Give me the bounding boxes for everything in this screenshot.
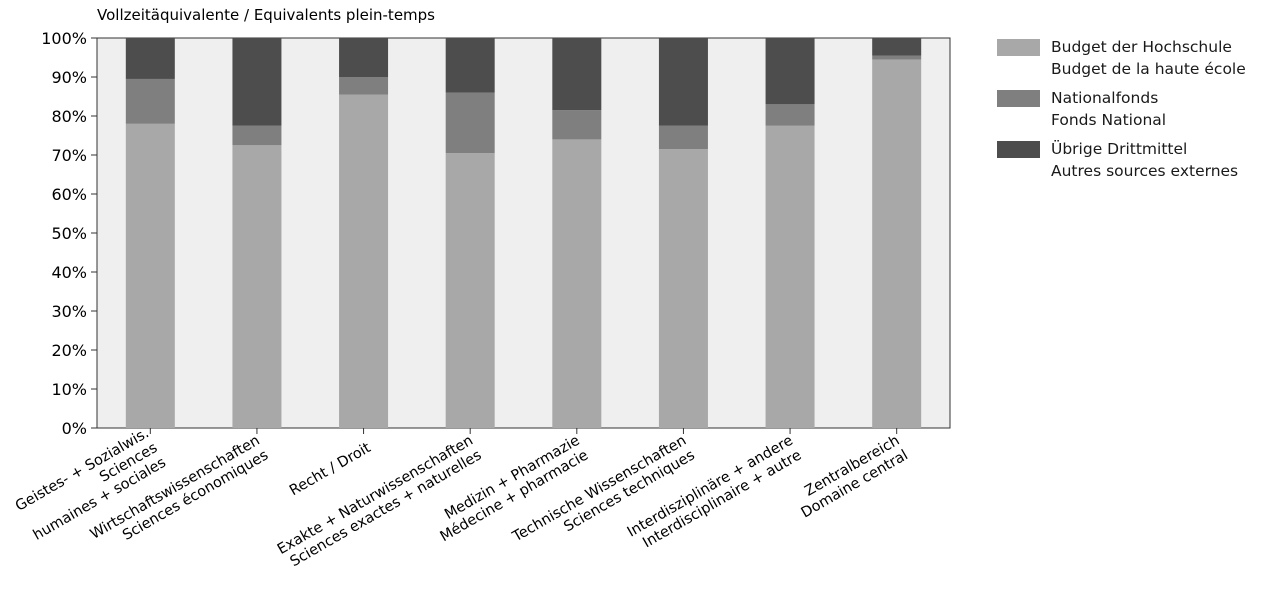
y-tick-label: 10% xyxy=(51,380,87,399)
bar-segment xyxy=(232,145,282,428)
bar-segment xyxy=(658,38,708,126)
y-axis-ticks: 0% 10% 20% 30% 40% 50% 60% 70% 80% 90% 100% xyxy=(41,29,97,438)
svg-text:Technische WissenschaftenScien: Technische WissenschaftenSciences techni… xyxy=(509,433,697,561)
y-axis-title: Vollzeitäquivalente / Equivalents plein-… xyxy=(97,6,435,24)
y-tick-label: 0% xyxy=(62,419,87,438)
bar-segment xyxy=(445,38,495,93)
bar-segment xyxy=(765,125,815,428)
bar-segment xyxy=(232,125,282,146)
y-tick-label: 30% xyxy=(51,302,87,321)
bar-segment xyxy=(765,104,815,126)
y-tick-label: 20% xyxy=(51,341,87,360)
svg-text:ZentralbereichDomaine central: ZentralbereichDomaine central xyxy=(790,433,911,522)
y-tick-label: 100% xyxy=(41,29,87,48)
x-category-label: Recht / Droit xyxy=(287,440,374,499)
bar-segment xyxy=(658,149,708,428)
y-tick-label: 40% xyxy=(51,263,87,282)
bar-segment xyxy=(765,38,815,105)
bar-segment xyxy=(125,78,175,124)
y-tick-label: 50% xyxy=(51,224,87,243)
bar-segment xyxy=(445,92,495,154)
bar-segment xyxy=(552,38,602,111)
bar-segment xyxy=(872,55,922,60)
bar-segment xyxy=(658,125,708,150)
bar-segment xyxy=(339,38,389,77)
y-tick-label: 80% xyxy=(51,107,87,126)
svg-text:Recht / Droit: Recht / Droit xyxy=(287,440,374,499)
legend-label: Nationalfonds Fonds National xyxy=(1051,89,1167,129)
bar-segment xyxy=(872,59,922,428)
x-category-label: Technische WissenschaftenSciences techni… xyxy=(509,433,697,561)
y-tick-label: 90% xyxy=(51,68,87,87)
plot-background xyxy=(96,37,951,429)
bar-segment xyxy=(872,38,922,56)
legend-label: Übrige Drittmittel Autres sources externe… xyxy=(1051,140,1239,180)
legend-label: Budget der Hochschule Budget de la haute … xyxy=(1051,38,1246,78)
bar-segment xyxy=(125,123,175,429)
y-tick-label: 60% xyxy=(51,185,87,204)
x-category-line: Recht / Droit xyxy=(287,440,374,499)
bar-segment xyxy=(445,153,495,429)
y-tick-label: 70% xyxy=(51,146,87,165)
plot-area xyxy=(96,37,951,429)
legend-swatch xyxy=(997,141,1040,158)
bar-segment xyxy=(339,77,389,95)
bar-segment xyxy=(552,139,602,428)
legend-swatch xyxy=(997,90,1040,107)
bars xyxy=(125,38,922,434)
bar-segment xyxy=(339,94,389,429)
legend-swatch xyxy=(997,39,1040,56)
bar-segment xyxy=(552,110,602,140)
x-category-label: ZentralbereichDomaine central xyxy=(790,433,911,522)
bar-segment xyxy=(125,38,175,79)
x-axis-category-labels: Geistes- + Sozialwis.Scienceshumaines + … xyxy=(13,425,911,570)
bar-segment xyxy=(232,38,282,126)
